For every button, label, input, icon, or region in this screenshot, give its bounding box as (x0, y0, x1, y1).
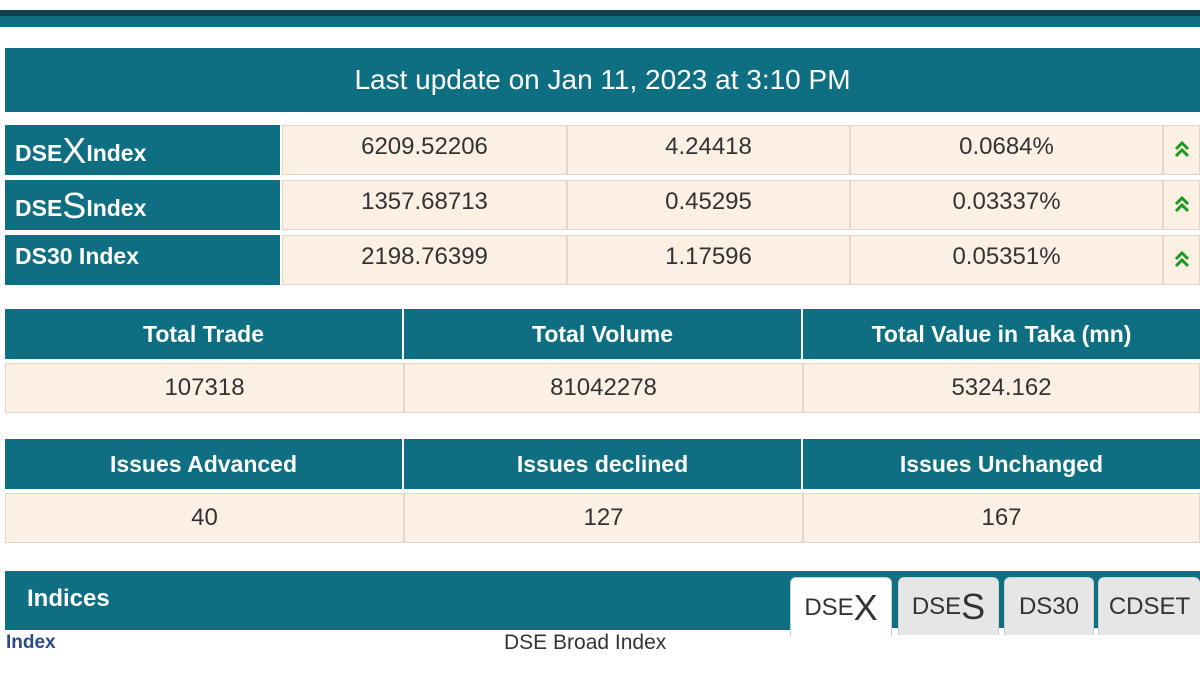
index-description: DSE Broad Index (504, 631, 667, 654)
issues-advanced-header: Issues Advanced (5, 439, 404, 489)
total-volume-value: 81042278 (404, 363, 803, 413)
top-bar-teal-stripe (0, 16, 1200, 27)
tab-dses[interactable]: DSE S (898, 577, 999, 635)
total-trade-header: Total Trade (5, 309, 404, 359)
issues-unchanged-header: Issues Unchanged (803, 439, 1200, 489)
index-name[interactable]: DSE S Index (5, 180, 280, 230)
indices-panel-header: Indices (5, 571, 1200, 628)
index-row-dsex: DSE X Index 6209.52206 4.24418 0.0684% (5, 125, 1200, 175)
index-value: 1357.68713 (282, 180, 567, 230)
top-bar-dark-stripe (0, 10, 1200, 16)
index-name[interactable]: DS30 Index (5, 235, 280, 285)
index-percent: 0.0684% (850, 125, 1163, 175)
issues-unchanged-value: 167 (803, 493, 1200, 543)
tab-cdset[interactable]: CDSET (1098, 577, 1200, 635)
index-change: 4.24418 (567, 125, 850, 175)
index-name[interactable]: DSE X Index (5, 125, 280, 175)
double-chevron-up-icon (1163, 180, 1200, 230)
index-value: 6209.52206 (282, 125, 567, 175)
index-percent: 0.03337% (850, 180, 1163, 230)
top-bar (0, 0, 1200, 27)
index-change: 1.17596 (567, 235, 850, 285)
indices-title: Indices (27, 585, 110, 612)
index-change: 0.45295 (567, 180, 850, 230)
index-row-ds30: DS30 Index 2198.76399 1.17596 0.05351% (5, 235, 1200, 285)
indices-underline (5, 628, 790, 630)
issues-advanced-value: 40 (5, 493, 404, 543)
index-percent: 0.05351% (850, 235, 1163, 285)
total-trade-value: 107318 (5, 363, 404, 413)
total-value-taka: 5324.162 (803, 363, 1200, 413)
total-value-header: Total Value in Taka (mn) (803, 309, 1200, 359)
index-value: 2198.76399 (282, 235, 567, 285)
issues-declined-value: 127 (404, 493, 803, 543)
tab-dsex[interactable]: DSE X (790, 577, 892, 637)
double-chevron-up-icon (1163, 125, 1200, 175)
last-update-banner: Last update on Jan 11, 2023 at 3:10 PM (5, 48, 1200, 112)
double-chevron-up-icon (1163, 235, 1200, 285)
issues-declined-header: Issues declined (404, 439, 803, 489)
total-volume-header: Total Volume (404, 309, 803, 359)
tab-ds30[interactable]: DS30 (1004, 577, 1094, 635)
index-label: Index (6, 632, 56, 653)
index-row-dses: DSE S Index 1357.68713 0.45295 0.03337% (5, 180, 1200, 230)
